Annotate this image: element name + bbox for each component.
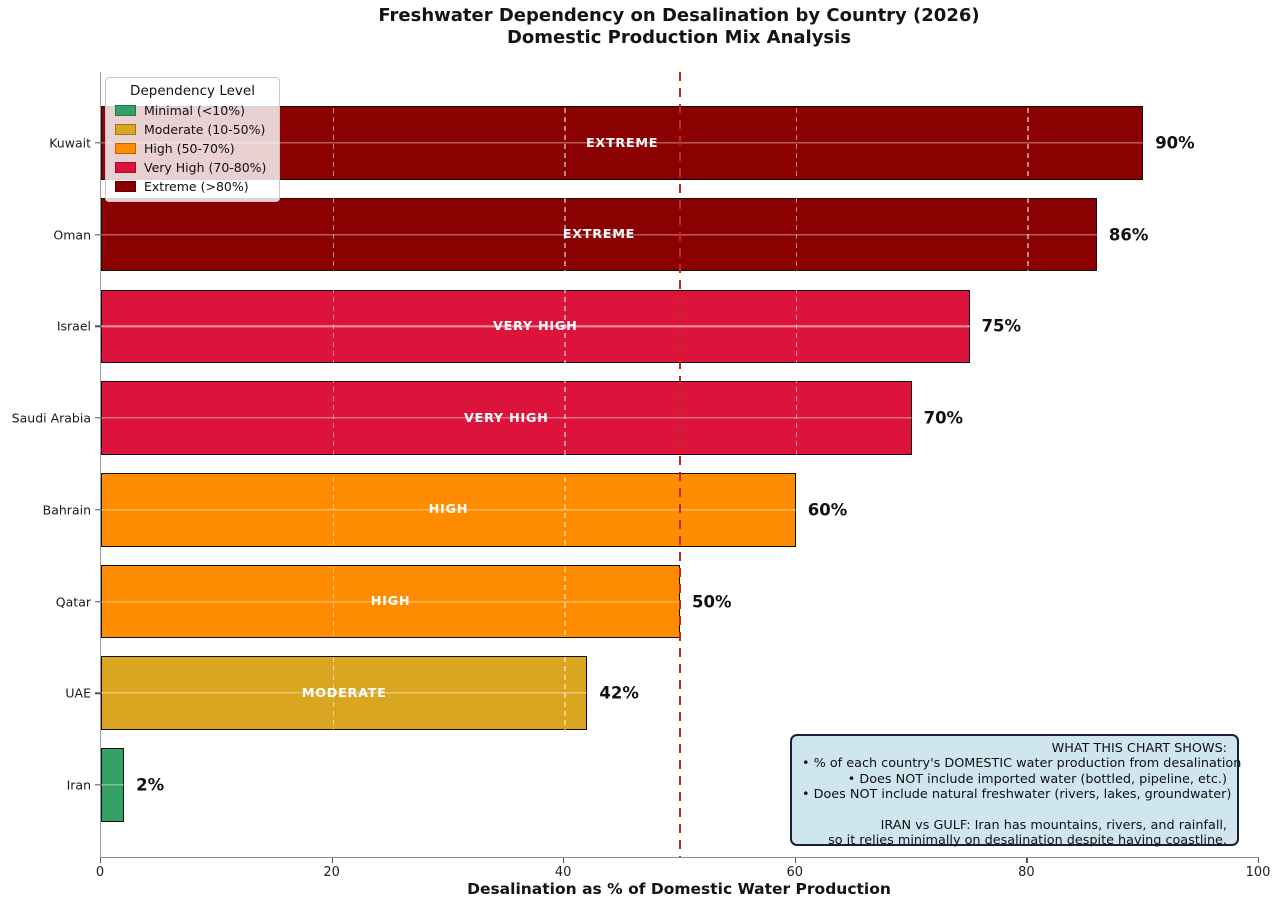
plot-area: Kuwait EXTREME 90% Oman EXTREME 86% Israel VERY…	[12, 72, 1259, 858]
y-tick-mark	[95, 784, 101, 786]
threshold-line-50pct	[678, 72, 682, 857]
gridline-x-80	[1027, 72, 1029, 857]
legend: Dependency Level Minimal (<10%) Moderate …	[105, 77, 280, 202]
x-tick-mark-60	[794, 858, 797, 863]
y-tick-label-oman: Oman	[53, 227, 91, 243]
y-tick-mark	[95, 142, 101, 144]
x-tick-mark-0	[100, 858, 102, 863]
annotation-line: • Does NOT include natural freshwater (r…	[802, 787, 1232, 803]
legend-swatch-icon	[115, 105, 136, 116]
y-tick-label-saudi-arabia: Saudi Arabia	[11, 410, 91, 426]
chart-title: Freshwater Dependency on Desalination by…	[100, 5, 1258, 49]
y-tick-mark	[95, 325, 101, 328]
annotation-line: WHAT THIS CHART SHOWS:	[1051, 741, 1227, 756]
y-tick-mark	[95, 509, 101, 511]
legend-swatch-icon	[115, 143, 136, 154]
legend-item-moderate: Moderate (10-50%)	[115, 122, 270, 137]
bar-value-label: 60%	[807, 500, 848, 520]
y-tick-mark	[95, 233, 101, 236]
gridline-x-20	[332, 72, 334, 857]
bar-value-label: 75%	[981, 316, 1022, 336]
y-tick-label-israel: Israel	[56, 318, 91, 334]
y-tick-mark	[95, 600, 101, 603]
y-tick-label-uae: UAE	[65, 685, 91, 701]
x-tick-mark-40	[563, 858, 565, 863]
chart-title-line1: Freshwater Dependency on Desalination by…	[378, 5, 980, 26]
x-tick-mark-20	[331, 858, 333, 863]
chart-title-line2: Domestic Production Mix Analysis	[506, 27, 852, 48]
x-tick-label-0: 0	[95, 865, 105, 880]
x-tick-label-20: 20	[323, 865, 340, 880]
y-tick-mark	[95, 692, 101, 694]
x-tick-mark-100	[1258, 858, 1260, 863]
annotation-line: so it relies minimally on desalination d…	[828, 833, 1227, 849]
legend-item-label: Extreme (>80%)	[144, 179, 249, 194]
legend-item-extreme: Extreme (>80%)	[115, 179, 270, 194]
annotation-box: WHAT THIS CHART SHOWS: • % of each countr…	[790, 734, 1242, 849]
bar-value-label: 86%	[1108, 225, 1149, 245]
bar-value-label: 90%	[1155, 133, 1195, 153]
legend-item-label: Minimal (<10%)	[144, 103, 245, 118]
legend-items: Minimal (<10%) Moderate (10-50%) High (50-…	[115, 103, 270, 194]
legend-item-very: Very High (70-80%)	[115, 160, 270, 175]
legend-item-minimal: Minimal (<10%)	[115, 103, 270, 118]
gridline-x-40	[564, 72, 566, 857]
bar-value-label: 50%	[692, 592, 732, 611]
x-tick-mark-80	[1026, 858, 1028, 863]
legend-swatch-icon	[115, 162, 136, 173]
bar-value-label: 2%	[136, 775, 165, 795]
x-tick-label-80: 80	[1018, 865, 1035, 880]
y-tick-label-bahrain: Bahrain	[42, 502, 91, 518]
legend-item-high: High (50-70%)	[115, 141, 270, 156]
x-tick-label-100: 100	[1245, 865, 1271, 880]
legend-swatch-icon	[115, 181, 136, 192]
bar-value-label: 42%	[599, 683, 639, 703]
annotation-line: • % of each country's DOMESTIC water pro…	[802, 756, 1242, 772]
legend-item-label: Very High (70-80%)	[144, 160, 267, 175]
annotation-line	[802, 803, 1227, 818]
y-tick-label-kuwait: Kuwait	[49, 135, 91, 151]
annotation-line: • Does NOT include imported water (bottl…	[847, 771, 1227, 787]
x-tick-label-60: 60	[786, 865, 804, 880]
gridline-x-60	[795, 72, 798, 857]
x-tick-label-40: 40	[554, 865, 572, 880]
y-tick-label-iran: Iran	[66, 777, 91, 793]
annotation-line: IRAN vs GULF: Iran has mountains, rivers…	[880, 818, 1227, 834]
legend-swatch-icon	[115, 124, 136, 135]
legend-title: Dependency Level	[130, 83, 255, 99]
y-tick-mark	[95, 417, 101, 419]
legend-item-label: High (50-70%)	[144, 141, 235, 156]
x-axis-label: Desalination as % of Domestic Water Prod…	[467, 880, 891, 898]
y-tick-label-qatar: Qatar	[55, 594, 91, 609]
bar-value-label: 70%	[923, 408, 964, 428]
legend-item-label: Moderate (10-50%)	[144, 122, 266, 137]
